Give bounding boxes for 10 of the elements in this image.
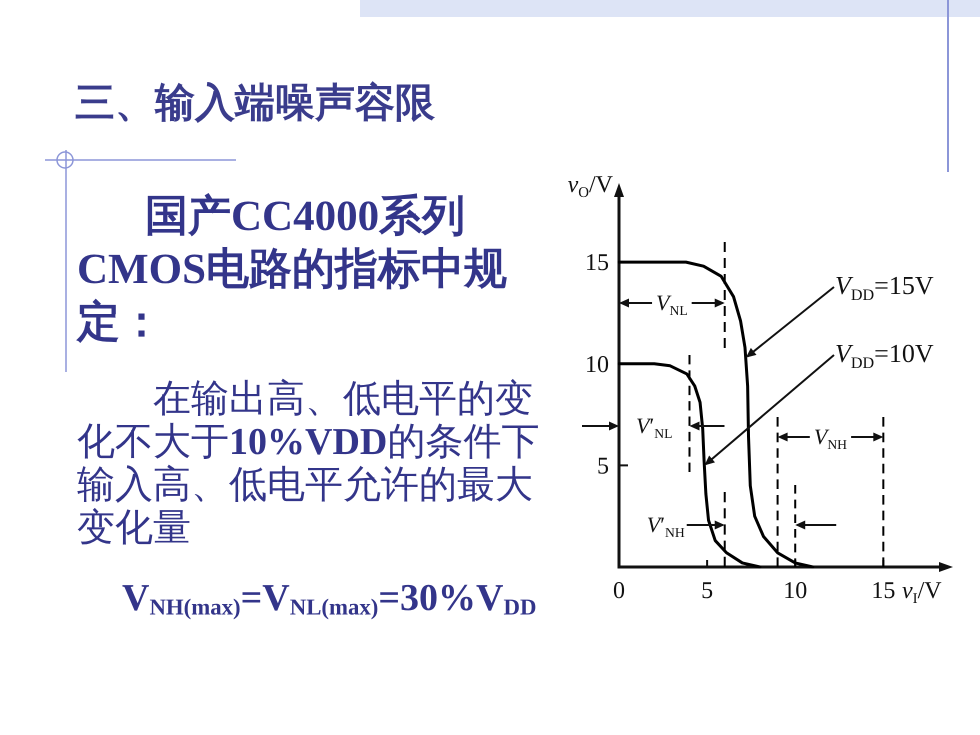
y-tick-label: 5 <box>597 453 609 480</box>
y-tick-label: 15 <box>585 250 609 276</box>
xlabel: v$_{I}$/V <box>902 578 942 608</box>
title: 三、输入端噪声容限 <box>75 79 435 128</box>
y-tick-label: 10 <box>585 352 609 378</box>
x-tick-label: 10 <box>783 578 808 604</box>
x-tick-label: 0 <box>613 578 625 604</box>
ylabel: v$_{O}$/V <box>568 172 613 202</box>
x-tick-label: 15 <box>871 578 896 604</box>
x-tick-label: 5 <box>701 578 714 604</box>
